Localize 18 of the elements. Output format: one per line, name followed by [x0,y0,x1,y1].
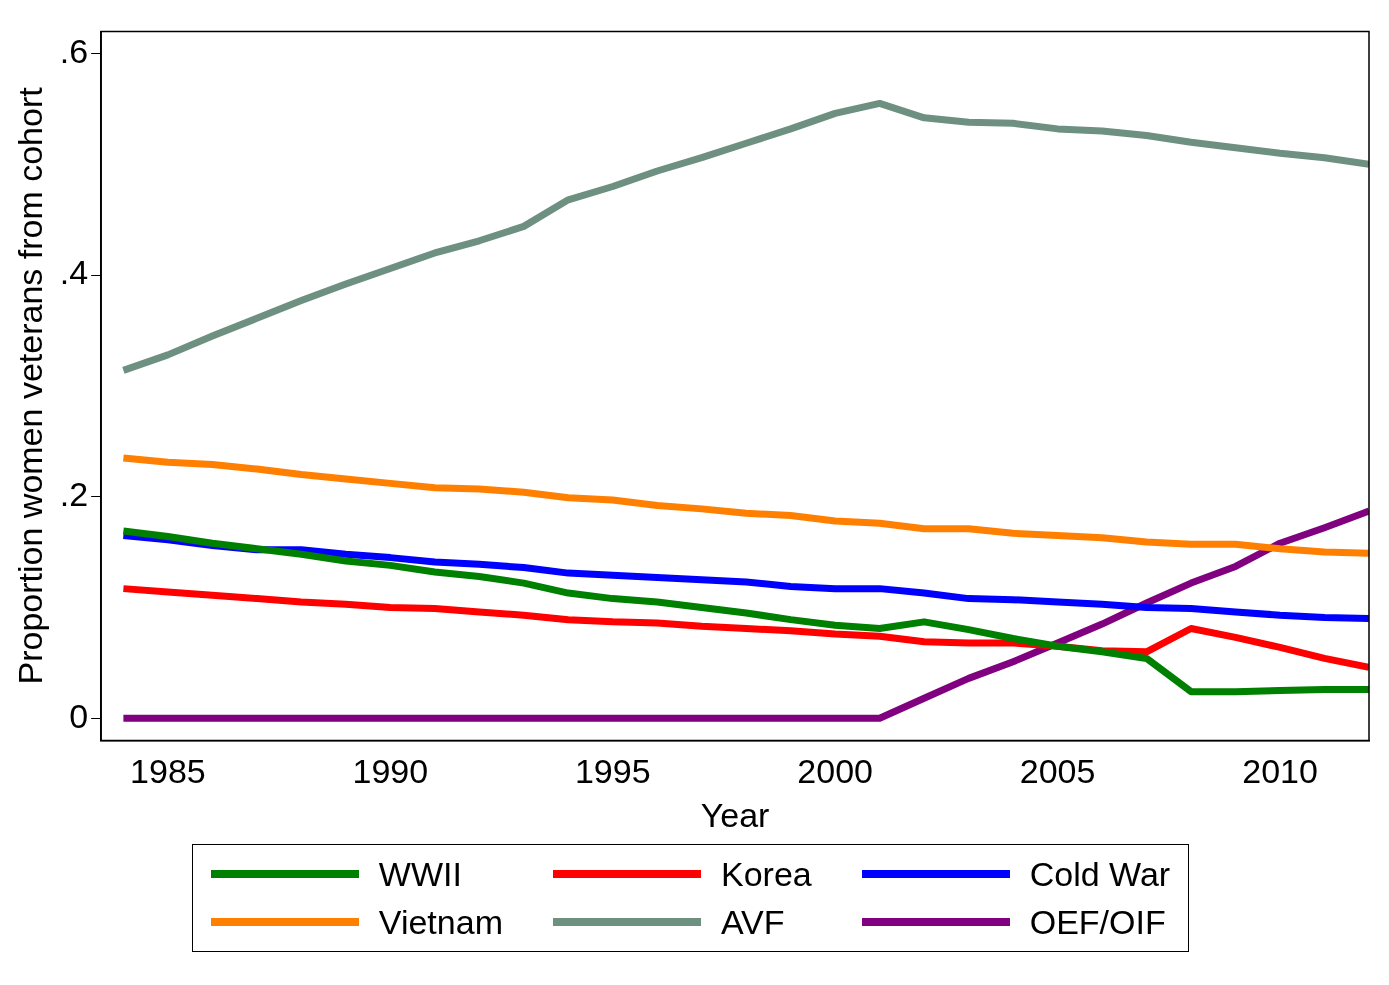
x-tick-label: 1990 [352,752,429,791]
x-tick-label: 1985 [130,752,206,791]
legend-label: Vietnam [378,902,503,943]
x-tick-label: 2005 [1019,752,1096,791]
legend-label: AVF [720,902,785,943]
legend-label: Korea [720,854,812,895]
x-tick-label: 2010 [1242,752,1318,791]
x-axis-title: Year [700,795,770,834]
y-tick-label: .2 [59,475,89,514]
x-tick-label: 1995 [574,752,651,791]
y-tick-label: .6 [59,31,89,70]
y-axis-title: Proportion women veterans from cohort [10,86,49,685]
y-tick-label: .4 [59,253,89,292]
legend-label: OEF/OIF [1029,902,1166,943]
legend-label: WWII [378,854,462,895]
legend-label: Cold War [1029,854,1171,895]
y-tick-label: 0 [69,696,89,735]
x-tick-label: 2000 [797,752,873,791]
